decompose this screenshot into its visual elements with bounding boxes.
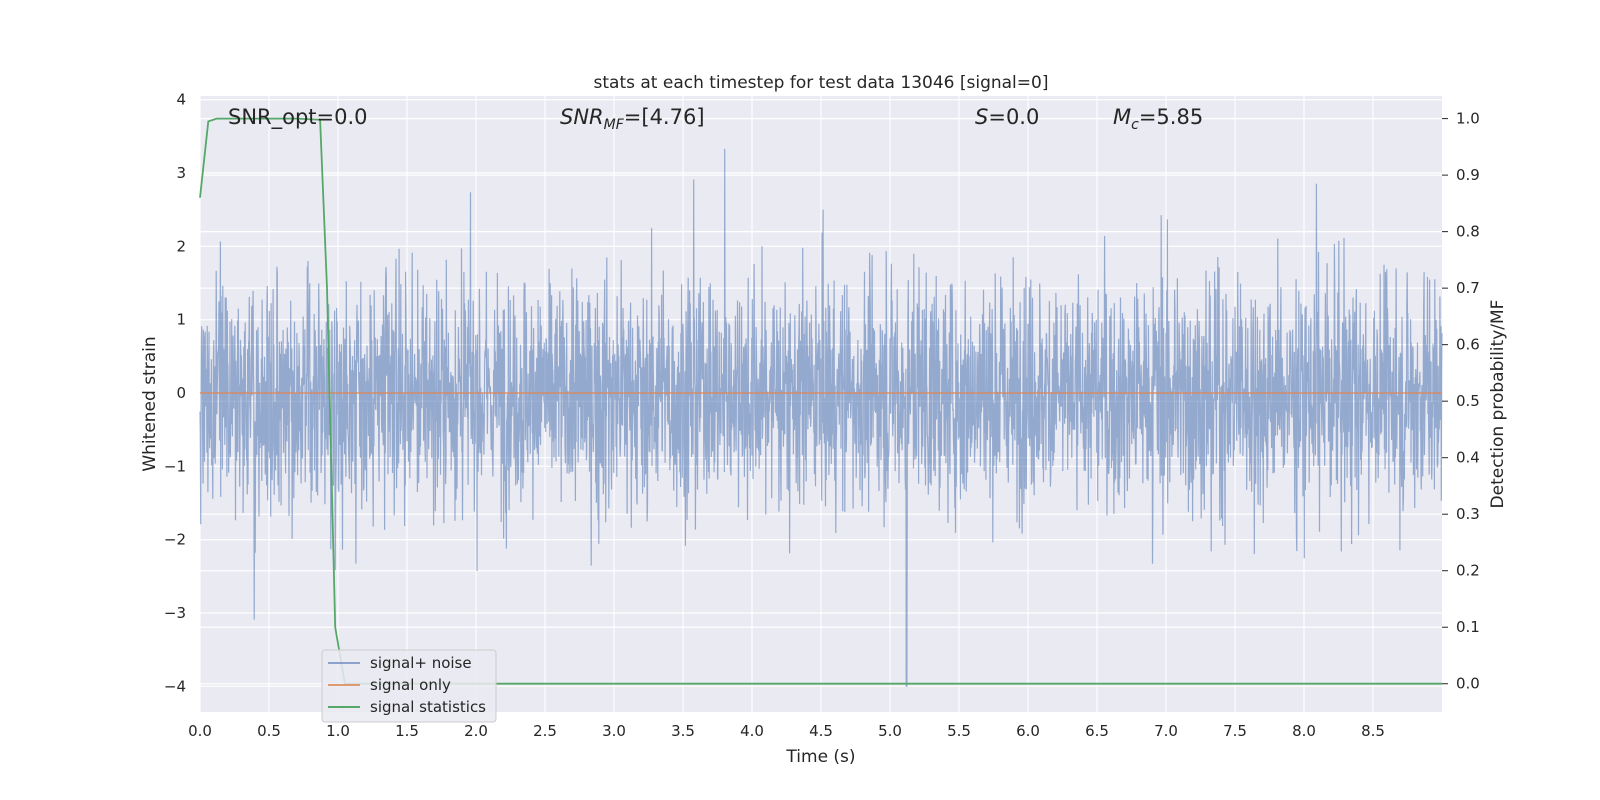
x-tick-label: 3.0 <box>602 722 626 740</box>
x-tick-label: 7.0 <box>1154 722 1178 740</box>
x-tick-label: 3.5 <box>671 722 695 740</box>
legend-label-signal-statistics: signal statistics <box>370 698 486 716</box>
series-signal-plus-noise <box>199 148 1443 687</box>
x-tick-label: 6.5 <box>1085 722 1109 740</box>
x-tick-label: 4.5 <box>809 722 833 740</box>
right-y-tick-label: 1.0 <box>1456 110 1480 128</box>
signal-plus-noise-line <box>199 148 1443 687</box>
x-tick-label: 2.0 <box>464 722 488 740</box>
annotation-snr-mf: SNRMF=[4.76] <box>560 105 705 133</box>
right-y-tick-label: 0.5 <box>1456 392 1480 410</box>
right-y-tick-label: 0.6 <box>1456 336 1480 354</box>
annotation-mc: Mc=5.85 <box>1113 105 1203 133</box>
left-y-tick-label: 3 <box>176 164 186 182</box>
right-y-tick-label: 0.7 <box>1456 279 1480 297</box>
legend-label-signal-only: signal only <box>370 676 451 694</box>
x-axis-label: Time (s) <box>785 747 855 767</box>
chart-title: stats at each timestep for test data 130… <box>594 73 1049 93</box>
x-tick-label: 0.0 <box>188 722 212 740</box>
x-tick-label: 5.5 <box>947 722 971 740</box>
x-tick-label: 5.0 <box>878 722 902 740</box>
x-tick-label: 4.0 <box>740 722 764 740</box>
x-tick-label: 6.0 <box>1016 722 1040 740</box>
left-y-tick-label: −1 <box>164 457 186 475</box>
right-y-axis-ticks: 1.0 0.9 0.8 0.7 0.6 0.5 0.4 0.3 0.2 0.1 0.0 <box>1442 110 1480 693</box>
legend-box <box>321 649 497 723</box>
left-y-axis-ticks: 4 3 2 1 0 −1 −2 −3 −4 <box>164 91 186 696</box>
left-y-tick-label: −4 <box>164 677 186 695</box>
x-axis-ticks: 0.0 0.5 1.0 1.5 2.0 2.5 3.0 3.5 4.0 4.5 5.0 5.5 6.0 6… <box>188 722 1385 740</box>
left-y-tick-label: −3 <box>164 604 186 622</box>
x-tick-label: 8.5 <box>1361 722 1385 740</box>
x-tick-label: 8.0 <box>1292 722 1316 740</box>
legend: signal+ noise signal only signal statist… <box>321 649 497 723</box>
left-y-tick-label: 0 <box>176 384 186 402</box>
right-y-tick-label: 0.9 <box>1456 166 1480 184</box>
right-y-tick-label: 0.3 <box>1456 505 1480 523</box>
x-tick-label: 2.5 <box>533 722 557 740</box>
legend-label-signal-plus-noise: signal+ noise <box>370 654 472 672</box>
left-y-tick-label: −2 <box>164 531 186 549</box>
x-tick-label: 7.5 <box>1223 722 1247 740</box>
annotation-s: S=0.0 <box>975 105 1039 129</box>
left-y-tick-label: 2 <box>176 237 186 255</box>
left-y-tick-label: 1 <box>176 311 186 329</box>
right-y-tick-label: 0.0 <box>1456 675 1480 693</box>
x-tick-label: 0.5 <box>257 722 281 740</box>
right-y-tick-label: 0.2 <box>1456 562 1480 580</box>
left-y-tick-label: 4 <box>176 91 186 109</box>
right-y-tick-label: 0.4 <box>1456 449 1480 467</box>
annotation-snr-opt: SNR_opt=0.0 <box>228 105 368 130</box>
left-y-axis-label: Whitened strain <box>140 336 160 471</box>
right-y-tick-label: 0.8 <box>1456 223 1480 241</box>
right-y-axis-label: Detection probability/MF <box>1488 300 1508 509</box>
x-tick-label: 1.5 <box>395 722 419 740</box>
x-tick-label: 1.0 <box>326 722 350 740</box>
right-y-tick-label: 0.1 <box>1456 618 1480 636</box>
